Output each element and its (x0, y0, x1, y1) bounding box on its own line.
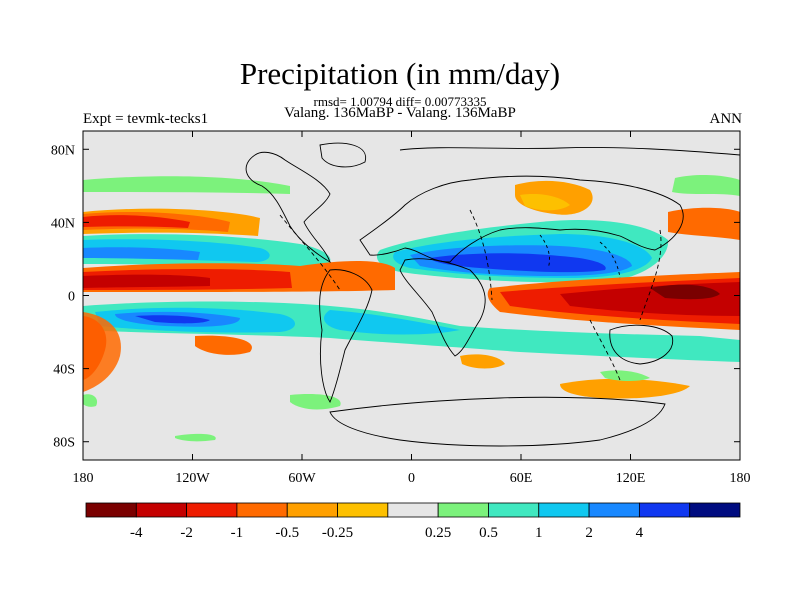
colorbar-label: -4 (130, 525, 143, 541)
plot-title: Precipitation (in mm/day) (239, 56, 561, 91)
contour-eeq-max (650, 284, 720, 300)
lon-tick-label: 60W (288, 471, 316, 486)
colorbar-swatch (437, 502, 489, 518)
contour-nmid-red (83, 215, 190, 228)
contour-smid-orange (83, 312, 121, 392)
colorbar-swatch (488, 502, 540, 518)
lat-tick-label: 80S (53, 436, 75, 451)
coastlines (245, 142, 740, 447)
colorbar-swatch (689, 502, 741, 518)
stats-line: rmsd= 1.00794 diff= 0.00773335 (313, 94, 487, 109)
plot-subtitle: Valang. 136MaBP - Valang. 136MaBP (284, 105, 516, 121)
colorbar-swatch (236, 502, 288, 518)
contour-nh-green (83, 176, 290, 194)
contour-strop-darkblue (135, 315, 210, 324)
contour-asia-darkblue (430, 253, 606, 273)
contour-sw-green (83, 394, 98, 407)
contour-ntrop-blue (83, 247, 200, 260)
colorbar-label: 2 (585, 525, 593, 541)
contour-smid-orange2 (195, 335, 252, 355)
colorbar-swatch (286, 502, 338, 518)
lon-tick-label: 180 (73, 471, 94, 486)
colorbar-swatch (186, 502, 238, 518)
colorbar-label: 1 (535, 525, 543, 541)
contour-so-orange (560, 378, 690, 399)
colorbar-label: -0.25 (322, 525, 353, 541)
colorbar-swatch (588, 502, 640, 518)
lon-tick-label: 60E (510, 471, 533, 486)
precip-field (83, 142, 740, 447)
colorbar-label: -2 (180, 525, 193, 541)
colorbar-label: -0.5 (275, 525, 299, 541)
contour-so-green (600, 370, 650, 381)
latitude-axis: 80N 40N 0 40S 80S (51, 143, 740, 451)
contour-asia-yellow (520, 194, 570, 211)
lon-tick-label: 120E (616, 471, 646, 486)
experiment-label: Expt = tevmk-tecks1 (83, 111, 209, 127)
longitude-axis: 180 120W 60W 0 60E 120E 180 (73, 131, 751, 486)
contour-eq-darkred (83, 274, 210, 288)
contour-sio-orange (460, 354, 505, 369)
lat-tick-label: 40N (51, 216, 75, 231)
colorbar-swatch (337, 502, 389, 518)
contour-satl-cyan (324, 310, 460, 335)
contour-ant-green (175, 433, 216, 442)
lat-tick-label: 40S (53, 363, 75, 378)
lon-tick-label: 120W (175, 471, 210, 486)
colorbar-swatch (387, 502, 439, 518)
contour-ne-orange (668, 207, 740, 240)
colorbar-label: -1 (231, 525, 244, 541)
lat-tick-label: 0 (68, 290, 75, 305)
lon-tick-label: 180 (730, 471, 751, 486)
colorbar-swatch (538, 502, 590, 518)
colorbar-swatch (85, 502, 137, 518)
season-label: ANN (709, 111, 743, 127)
colorbar-swatch (638, 502, 691, 518)
colorbar: -4 -2 -1 -0.5 -0.25 0.25 0.5 1 2 4 (85, 502, 741, 541)
lat-tick-label: 80N (51, 143, 75, 158)
colorbar-label: 0.5 (479, 525, 498, 541)
colorbar-label: 4 (636, 525, 644, 541)
colorbar-swatch (135, 502, 188, 518)
lon-tick-label: 0 (408, 471, 415, 486)
colorbar-label: 0.25 (425, 525, 451, 541)
contour-ne-green (672, 174, 740, 196)
